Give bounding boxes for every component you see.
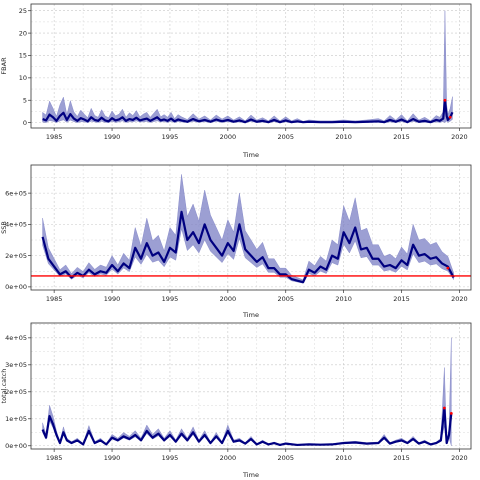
x-tick-label: 2020 xyxy=(451,295,468,303)
x-tick-label: 2020 xyxy=(451,454,468,462)
x-tick-label: 1985 xyxy=(46,295,63,303)
x-axis-label: Time xyxy=(242,471,259,479)
x-tick-label: 2015 xyxy=(393,295,410,303)
y-axis-label: SSB xyxy=(0,221,8,234)
x-tick-label: 2000 xyxy=(220,133,237,141)
uncertainty-band xyxy=(42,10,453,123)
plot-frame xyxy=(30,3,472,129)
x-tick-label: 2005 xyxy=(277,454,294,462)
x-tick-label: 1995 xyxy=(162,295,179,303)
marker-point xyxy=(448,115,452,119)
x-tick-label: 2015 xyxy=(393,454,410,462)
panel-3: 1985 1990 1995 2000 2005 2010 2015 2020 0e+00 1e+… xyxy=(0,322,472,479)
x-tick-label: 1990 xyxy=(104,454,121,462)
y-tick-label: 6e+05 xyxy=(5,189,27,197)
x-axis-label: Time xyxy=(242,311,259,319)
x-tick-label: 2005 xyxy=(277,295,294,303)
x-tick-label: 1990 xyxy=(104,133,121,141)
marker-point xyxy=(442,406,446,410)
y-tick-label: 0 xyxy=(23,119,27,127)
x-tick-label: 2020 xyxy=(451,133,468,141)
y-tick-label: 10 xyxy=(19,74,27,82)
x-tick-label: 2010 xyxy=(335,454,352,462)
y-tick-label: 4e+05 xyxy=(5,221,27,229)
median-line xyxy=(41,406,453,447)
y-tick-label: 4e+05 xyxy=(5,334,27,342)
y-axis-label: FBAR xyxy=(0,57,8,75)
plot-frame xyxy=(30,322,472,450)
panel-2: 1985 1990 1995 2000 2005 2010 2015 2020 0e+00 2e+… xyxy=(0,164,472,319)
y-tick-label: 2e+05 xyxy=(5,388,27,396)
y-tick-label: 1e+05 xyxy=(5,415,27,423)
y-tick-label: 3e+05 xyxy=(5,361,27,369)
uncertainty-band xyxy=(42,174,454,284)
panel-1: 1985 1990 1995 2000 2005 2010 2015 2020 0 5 10 15 20… xyxy=(0,3,472,159)
marker-point xyxy=(446,266,450,270)
y-tick-label: 0e+00 xyxy=(5,442,27,450)
marker-point xyxy=(443,98,447,102)
x-tick-label: 1985 xyxy=(46,454,63,462)
x-tick-label: 2015 xyxy=(393,133,410,141)
x-tick-label: 2000 xyxy=(220,295,237,303)
uncertainty-band xyxy=(42,337,452,446)
plot-frame xyxy=(30,164,472,291)
y-tick-label: 2e+05 xyxy=(5,252,27,260)
median-line xyxy=(42,99,454,124)
x-tick-label: 1995 xyxy=(162,133,179,141)
x-tick-label: 2010 xyxy=(335,133,352,141)
x-tick-label: 2010 xyxy=(335,295,352,303)
y-tick-label: 20 xyxy=(19,29,27,37)
x-tick-label: 1995 xyxy=(162,454,179,462)
x-tick-label: 1985 xyxy=(46,133,63,141)
x-axis-label: Time xyxy=(242,151,259,159)
x-tick-label: 1990 xyxy=(104,295,121,303)
marker-point xyxy=(449,411,453,415)
y-tick-label: 5 xyxy=(23,96,27,104)
y-tick-label: 15 xyxy=(19,52,27,60)
y-tick-label: 25 xyxy=(19,7,27,15)
x-tick-label: 2000 xyxy=(220,454,237,462)
y-tick-label: 0e+00 xyxy=(5,283,27,291)
x-tick-label: 2005 xyxy=(277,133,294,141)
y-axis-label: total.catch xyxy=(0,369,8,404)
median-line xyxy=(41,210,455,284)
